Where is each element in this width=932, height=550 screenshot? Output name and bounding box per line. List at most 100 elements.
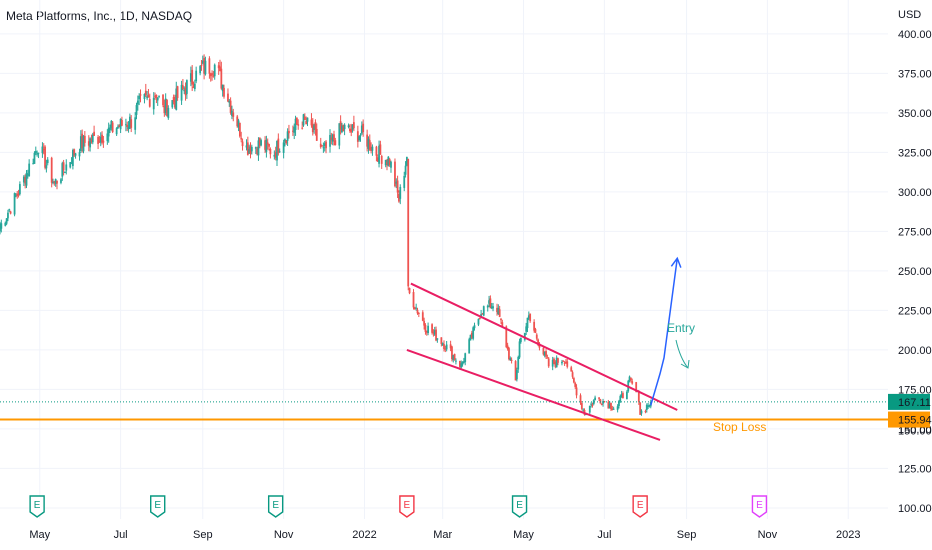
candle-body[interactable] <box>93 131 96 136</box>
candle-body[interactable] <box>431 324 433 333</box>
candle-body[interactable] <box>282 142 285 153</box>
candle-body[interactable] <box>52 182 54 184</box>
candle-body[interactable] <box>461 362 464 365</box>
candle-body[interactable] <box>69 162 72 168</box>
candle-body[interactable] <box>64 172 66 174</box>
candle-body[interactable] <box>379 144 382 155</box>
candle-body[interactable] <box>254 147 257 149</box>
candle-body[interactable] <box>515 370 518 380</box>
candle-body[interactable] <box>193 83 196 90</box>
candle-body[interactable] <box>293 126 296 133</box>
candle-body[interactable] <box>553 358 555 364</box>
candle-body[interactable] <box>501 322 504 327</box>
candle-body[interactable] <box>588 405 591 413</box>
candle-body[interactable] <box>201 60 204 64</box>
candle-body[interactable] <box>128 116 131 129</box>
candle-body[interactable] <box>579 395 582 403</box>
candle-body[interactable] <box>65 164 68 171</box>
candle-body[interactable] <box>342 125 345 132</box>
candle-body[interactable] <box>455 360 457 362</box>
candle-body[interactable] <box>172 96 175 102</box>
candle-body[interactable] <box>74 153 77 156</box>
wedge-lower-trendline[interactable] <box>406 348 661 441</box>
candle-body[interactable] <box>403 175 406 188</box>
candle-body[interactable] <box>144 90 147 96</box>
candle-body[interactable] <box>489 298 492 309</box>
candle-body[interactable] <box>488 300 490 304</box>
candle-body[interactable] <box>631 381 634 384</box>
candle-body[interactable] <box>26 174 29 176</box>
candle-body[interactable] <box>386 162 388 165</box>
candle-body[interactable] <box>203 58 206 74</box>
candle-body[interactable] <box>256 148 259 155</box>
candle-body[interactable] <box>500 318 502 321</box>
candle-body[interactable] <box>612 408 615 410</box>
candle-body[interactable] <box>184 87 187 96</box>
candle-body[interactable] <box>276 140 278 161</box>
candle-body[interactable] <box>645 404 648 411</box>
candle-body[interactable] <box>106 133 109 142</box>
candle-body[interactable] <box>333 134 335 140</box>
candle-body[interactable] <box>191 69 194 85</box>
candle-body[interactable] <box>17 193 20 196</box>
candle-body[interactable] <box>527 315 530 319</box>
candle-body[interactable] <box>535 334 538 339</box>
candle-body[interactable] <box>582 409 585 411</box>
candle-body[interactable] <box>126 124 129 127</box>
candle-body[interactable] <box>561 361 563 364</box>
candle-body[interactable] <box>119 118 122 130</box>
candle-body[interactable] <box>509 358 512 360</box>
candle-body[interactable] <box>78 152 81 157</box>
candle-body[interactable] <box>417 312 420 315</box>
candle-body[interactable] <box>436 338 439 340</box>
candle-body[interactable] <box>314 122 317 130</box>
candle-body[interactable] <box>523 332 526 340</box>
candle-body[interactable] <box>37 152 40 154</box>
candle-body[interactable] <box>497 307 500 315</box>
candle-body[interactable] <box>534 329 537 333</box>
candle-body[interactable] <box>404 165 407 175</box>
candle-body[interactable] <box>221 84 224 92</box>
candle-body[interactable] <box>36 153 39 155</box>
candle-body[interactable] <box>167 107 170 119</box>
candle-body[interactable] <box>358 136 361 141</box>
candle-body[interactable] <box>135 105 138 115</box>
candle-body[interactable] <box>620 394 623 398</box>
candle-body[interactable] <box>44 146 46 168</box>
candle-body[interactable] <box>319 143 322 148</box>
candle-body[interactable] <box>644 411 647 413</box>
candle-body[interactable] <box>248 148 251 154</box>
candle-body[interactable] <box>97 137 99 144</box>
candle-body[interactable] <box>288 130 290 134</box>
candle-body[interactable] <box>82 135 85 152</box>
wedge-upper-trendline[interactable] <box>410 282 678 411</box>
candle-body[interactable] <box>250 146 253 152</box>
candle-body[interactable] <box>22 176 25 183</box>
earnings-marker[interactable]: E <box>267 495 284 518</box>
candle-body[interactable] <box>200 65 203 67</box>
candle-body[interactable] <box>171 100 174 108</box>
candle-body[interactable] <box>572 378 575 383</box>
candle-body[interactable] <box>445 344 448 350</box>
candle-body[interactable] <box>518 341 521 358</box>
candle-body[interactable] <box>424 325 427 332</box>
candle-body[interactable] <box>25 172 28 186</box>
candle-body[interactable] <box>347 125 350 128</box>
candle-body[interactable] <box>295 117 298 125</box>
candle-body[interactable] <box>46 159 49 164</box>
candle-body[interactable] <box>297 124 300 126</box>
candle-body[interactable] <box>543 351 546 356</box>
candle-body[interactable] <box>16 193 19 196</box>
candle-body[interactable] <box>199 66 202 74</box>
candle-body[interactable] <box>54 179 57 184</box>
candle-body[interactable] <box>219 66 221 72</box>
candle-body[interactable] <box>629 377 632 381</box>
candle-body[interactable] <box>482 306 485 316</box>
candle-body[interactable] <box>508 348 510 360</box>
candle-body[interactable] <box>15 195 17 197</box>
candle-body[interactable] <box>628 376 631 381</box>
earnings-marker[interactable]: E <box>632 495 648 518</box>
candle-body[interactable] <box>176 86 179 98</box>
candle-body[interactable] <box>387 156 390 166</box>
